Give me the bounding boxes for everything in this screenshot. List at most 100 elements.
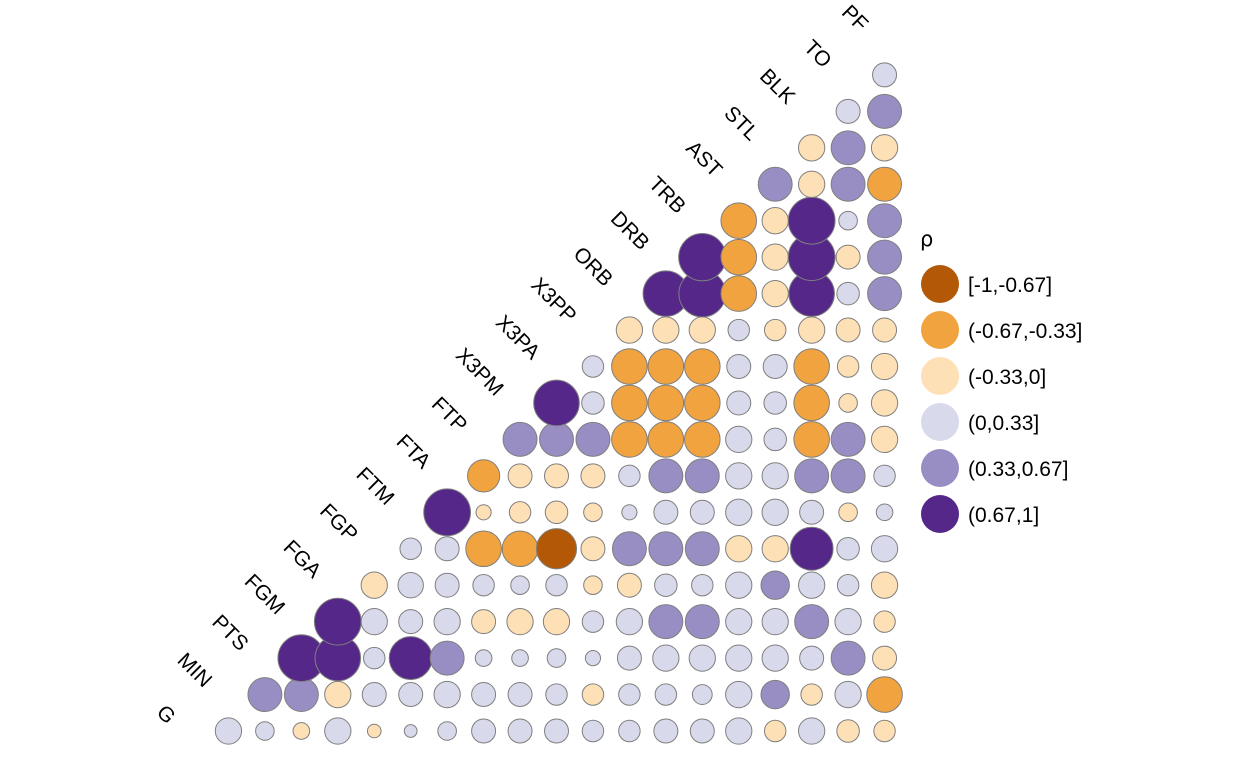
corr-circle-pf-drb	[867, 239, 903, 275]
corr-circle-ftm-fgm	[398, 609, 424, 635]
corr-circle-to-stl	[830, 130, 866, 166]
corr-circle-pts-g	[255, 721, 275, 741]
corr-circle-fgp-min	[361, 682, 387, 708]
corr-circle-pf-x3pa	[870, 352, 899, 381]
corr-circle-drb-fta	[648, 458, 684, 494]
corr-circle-stl-orb	[761, 279, 789, 308]
corr-circle-fgm-min	[283, 677, 319, 713]
corr-circle-to-blk	[835, 98, 861, 124]
variable-label-min: MIN	[173, 649, 216, 692]
legend-title: ρ	[920, 227, 933, 251]
corr-circle-pf-g	[873, 719, 896, 743]
corr-circle-ast-trb	[720, 202, 758, 239]
corr-circle-orb-ftm	[621, 504, 638, 521]
corr-circle-blk-ast	[798, 170, 826, 198]
corr-circle-pf-fgp	[870, 535, 899, 563]
corr-circle-pf-ast	[867, 166, 903, 202]
variable-label-drb: DRB	[606, 207, 654, 255]
corr-circle-drb-fgm	[648, 604, 684, 640]
corr-circle-drb-fga	[654, 573, 678, 597]
corr-circle-ftp-fgm	[471, 609, 497, 635]
corr-circle-trb-x3pa	[684, 348, 721, 385]
corr-circle-pf-ftm	[875, 503, 894, 522]
variable-label-fgp: FGP	[315, 499, 362, 546]
corr-circle-to-orb	[836, 281, 860, 306]
variable-label-fta: FTA	[392, 430, 435, 473]
corr-circle-x3pp-fta	[580, 463, 606, 489]
corr-circle-x3pm-fta	[507, 463, 533, 489]
corr-circle-drb-x3pa	[647, 348, 685, 385]
corr-circle-stl-drb	[761, 243, 789, 271]
corr-circle-orb-fgm	[615, 608, 644, 636]
corr-circle-pf-min	[866, 676, 903, 713]
corr-circle-blk-stl	[798, 134, 826, 162]
corr-circle-to-x3pm	[838, 393, 858, 413]
corr-circle-stl-ast	[757, 166, 793, 202]
corr-circle-ftm-fgp	[399, 537, 422, 560]
variable-label-g: G	[152, 701, 180, 729]
variable-label-ftm: FTM	[352, 463, 399, 510]
corr-circle-blk-fga	[798, 571, 826, 599]
corr-circle-ast-ftp	[725, 425, 753, 454]
corr-circle-pf-fga	[870, 571, 899, 599]
corr-circle-blk-min	[800, 683, 823, 706]
corr-circle-x3pm-fgm	[506, 608, 534, 636]
corr-circle-to-pts	[830, 640, 866, 676]
corr-circle-x3pm-fgp	[501, 530, 539, 568]
corr-circle-ftm-fga	[397, 572, 424, 599]
corr-circle-ast-fta	[725, 462, 753, 490]
corr-circle-stl-trb	[761, 207, 789, 235]
corr-circle-pts-min	[247, 677, 283, 713]
variable-label-fgm: FGM	[240, 570, 289, 619]
legend-label: (0.67,1]	[968, 504, 1039, 527]
corr-circle-fta-fgp	[434, 536, 460, 562]
corr-circle-pf-x3pm	[870, 389, 899, 417]
corr-circle-pf-stl	[870, 134, 899, 162]
variable-label-x3pa: X3PA	[491, 311, 544, 364]
corr-circle-orb-fgp	[611, 531, 647, 567]
corr-circle-drb-x3pp	[652, 316, 680, 344]
corr-circle-ast-x3pm	[726, 390, 752, 416]
corr-circle-x3pm-ftp	[502, 421, 538, 457]
corr-circle-x3pa-ftp	[539, 421, 574, 457]
corr-circle-to-x3pa	[836, 355, 860, 378]
corr-circle-ast-g	[725, 717, 753, 745]
corr-circle-orb-x3pm	[611, 384, 648, 422]
corr-circle-to-min	[834, 680, 862, 709]
corr-circle-x3pa-fta	[544, 463, 569, 489]
variable-label-orb: ORB	[569, 243, 617, 291]
corr-circle-stl-fgp	[761, 535, 789, 563]
corr-circle-fga-fgm	[313, 597, 362, 646]
corr-circle-pf-fgm	[873, 610, 896, 633]
corr-circle-to-x3pp	[835, 317, 861, 343]
legend-swatch	[921, 449, 959, 487]
corr-circle-pf-blk	[867, 93, 903, 129]
corr-circle-stl-ftp	[763, 427, 787, 452]
corr-circle-x3pp-g	[581, 719, 605, 743]
corr-circle-trb-x3pm	[684, 384, 721, 422]
corr-circle-orb-min	[618, 683, 641, 706]
corr-circle-orb-g	[618, 719, 641, 743]
corr-circle-fga-g	[324, 717, 352, 745]
corr-circle-fta-min	[433, 680, 461, 709]
corr-circle-x3pp-fgp	[580, 536, 606, 562]
corr-circle-blk-x3pa	[793, 348, 830, 385]
corr-circle-drb-ftp	[647, 421, 685, 458]
corr-circle-fgp-fgm	[360, 608, 388, 636]
corr-circle-stl-x3pm	[763, 391, 787, 415]
variable-label-stl: STL	[719, 102, 762, 145]
corr-circle-x3pa-pts	[546, 648, 567, 668]
corr-circle-trb-ftm	[689, 499, 715, 525]
corr-circle-x3pp-fga	[583, 575, 603, 595]
corr-circle-ast-drb	[720, 238, 758, 276]
variable-label-pts: PTS	[207, 610, 252, 655]
corr-circle-fta-ftm	[423, 488, 472, 537]
variable-label-trb: TRB	[644, 172, 690, 218]
corr-circle-blk-x3pp	[798, 316, 826, 344]
corr-circle-ftp-min	[471, 682, 497, 708]
corr-circle-drb-x3pm	[647, 384, 685, 422]
corr-circle-x3pp-min	[581, 683, 605, 706]
corr-circle-orb-fta	[618, 464, 641, 488]
corr-circle-drb-ftm	[653, 499, 679, 525]
legend-label: [-1,-0.67]	[968, 274, 1052, 297]
